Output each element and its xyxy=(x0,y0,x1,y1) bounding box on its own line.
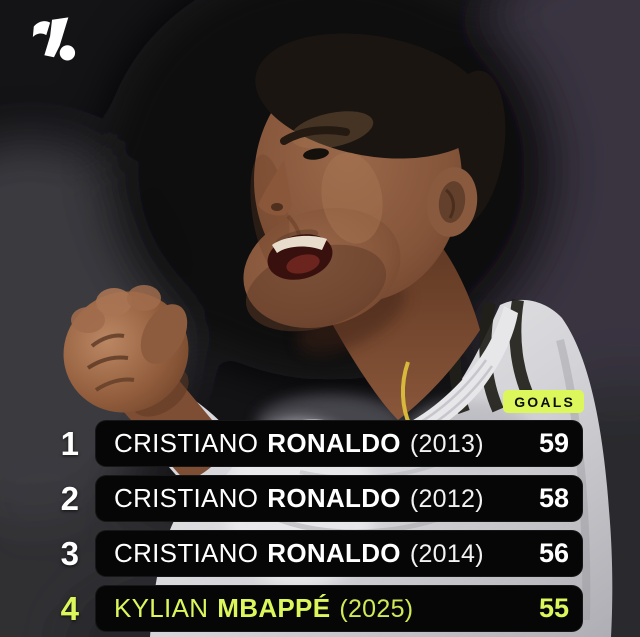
player-last-name: RONALDO xyxy=(267,428,401,458)
rank-number: 3 xyxy=(60,534,79,572)
player-first-name: KYLIAN xyxy=(114,593,209,623)
onefootball-logo xyxy=(26,14,80,62)
player-last-name: RONALDO xyxy=(267,483,401,513)
ranking-row-3: 3 CRISTIANO RONALDO (2014) 56 xyxy=(0,530,640,577)
player-name: CRISTIANO RONALDO (2012) xyxy=(114,483,484,514)
player-last-name: RONALDO xyxy=(267,538,401,568)
player-first-name: CRISTIANO xyxy=(114,538,259,568)
ranking-row-4-highlighted: 4 KYLIAN MBAPPÉ (2025) 55 xyxy=(0,585,640,632)
teeth xyxy=(272,235,327,253)
player-pill: CRISTIANO RONALDO (2013) 59 xyxy=(95,420,583,467)
season-year: (2012) xyxy=(409,485,484,513)
eye xyxy=(303,148,329,160)
player-first-name: CRISTIANO xyxy=(114,428,259,458)
player-first-name: CRISTIANO xyxy=(114,483,259,513)
goals-value: 56 xyxy=(538,538,569,568)
nose xyxy=(258,160,292,216)
season-year: (2014) xyxy=(409,540,484,568)
player-pill: CRISTIANO RONALDO (2014) 56 xyxy=(95,530,583,577)
season-year: (2013) xyxy=(409,430,484,458)
onefootball-one-icon xyxy=(32,17,76,61)
rank-number: 1 xyxy=(60,424,79,462)
goals-value: 59 xyxy=(538,428,569,458)
player-name: KYLIAN MBAPPÉ (2025) xyxy=(114,593,413,624)
goals-value: 58 xyxy=(538,483,569,513)
ranking-list: 1 CRISTIANO RONALDO (2013) 59 2 CRISTIAN… xyxy=(0,420,640,632)
season-year: (2025) xyxy=(339,595,414,623)
player-name: CRISTIANO RONALDO (2013) xyxy=(114,428,484,459)
rank-number: 4 xyxy=(60,589,79,627)
player-name: CRISTIANO RONALDO (2014) xyxy=(114,538,484,569)
eyebrow xyxy=(280,126,350,145)
rank-number: 2 xyxy=(60,479,79,517)
goals-badge: GOALS xyxy=(503,390,584,413)
ranking-row-1: 1 CRISTIANO RONALDO (2013) 59 xyxy=(0,420,640,467)
player-last-name: MBAPPÉ xyxy=(217,593,331,623)
head xyxy=(243,33,506,332)
ranking-row-2: 2 CRISTIANO RONALDO (2012) 58 xyxy=(0,475,640,522)
player-pill: KYLIAN MBAPPÉ (2025) 55 xyxy=(95,585,583,632)
player-pill: CRISTIANO RONALDO (2012) 58 xyxy=(95,475,583,522)
goals-value: 55 xyxy=(538,593,569,623)
ball-dot-icon xyxy=(59,45,76,61)
